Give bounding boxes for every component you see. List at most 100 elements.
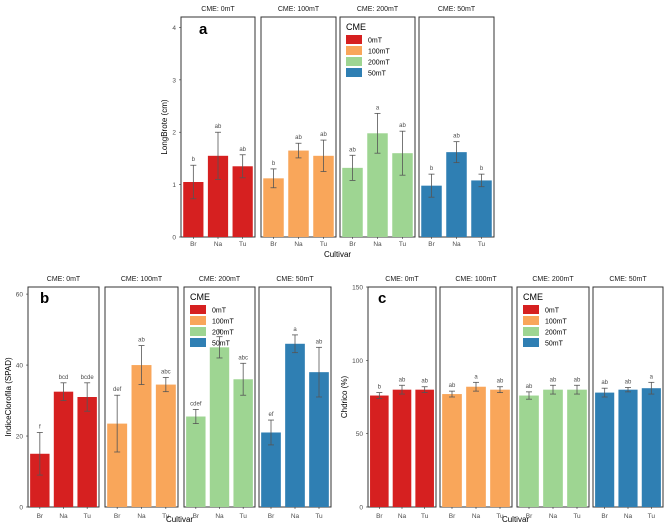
y-tick-label: 100 xyxy=(352,358,363,365)
significance-label: ab xyxy=(601,380,608,386)
y-tick-label: 50 xyxy=(356,431,364,438)
facet-label: CME: 50mT xyxy=(276,276,314,283)
bar-Na xyxy=(466,386,486,507)
x-tick-label: Tu xyxy=(320,241,328,248)
bar-Br xyxy=(30,453,50,507)
significance-label: b xyxy=(378,385,382,391)
legend-swatch-50mT xyxy=(523,338,539,347)
x-tick-label: Na xyxy=(137,513,146,520)
significance-label: ab xyxy=(349,147,356,153)
significance-label: b xyxy=(272,161,276,167)
significance-label: a xyxy=(218,329,222,335)
significance-label: cdef xyxy=(190,401,202,407)
legend-label: 100mT xyxy=(212,319,235,326)
facet-label: CME: 100mT xyxy=(278,6,320,13)
bar-Br xyxy=(421,185,442,237)
legend-swatch-0mT xyxy=(190,305,206,314)
legend-swatch-50mT xyxy=(346,68,362,77)
facet-b-1: CME: 100mT def Br ab Na abc Tu xyxy=(104,276,179,520)
significance-label: abc xyxy=(161,369,171,375)
x-tick-label: Br xyxy=(526,513,533,520)
bar-Br xyxy=(370,395,389,507)
bar-Na xyxy=(392,389,412,507)
x-axis-title: Cultivar xyxy=(166,515,193,524)
x-tick-label: Tu xyxy=(162,513,170,520)
bar-Br xyxy=(263,178,284,237)
y-tick-label: 0 xyxy=(19,505,23,512)
bar-Na xyxy=(618,389,638,507)
facet-a-0: CME: 0mT b Br ab Na ab Tu xyxy=(180,6,256,248)
facet-label: CME: 200mT xyxy=(199,276,241,283)
facet-c-1: CME: 100mT ab Br a Na ab Tu xyxy=(439,276,513,520)
bar-Tu xyxy=(471,180,492,237)
x-tick-label: Tu xyxy=(399,241,407,248)
legend-swatch-100mT xyxy=(190,316,206,325)
y-axis-title: IndiceClorofila (SPAD) xyxy=(4,357,13,437)
facet-label: CME: 200mT xyxy=(532,276,574,283)
bar-Tu xyxy=(77,397,97,507)
bar-Na xyxy=(543,389,563,507)
bar-Na xyxy=(209,347,230,507)
significance-label: ab xyxy=(399,377,406,383)
significance-label: b xyxy=(430,166,434,172)
significance-label: ab xyxy=(421,379,428,385)
bar-Br xyxy=(519,395,539,507)
facet-c-0: CME: 0mT b Br ab Na ab Tu xyxy=(367,276,437,520)
x-tick-label: Tu xyxy=(496,513,504,520)
x-tick-label: Br xyxy=(190,241,197,248)
y-tick-label: 2 xyxy=(172,130,176,137)
x-axis-title: Cultivar xyxy=(324,250,351,259)
x-tick-label: Tu xyxy=(421,513,429,520)
legend-label: 200mT xyxy=(545,330,568,337)
x-tick-label: Br xyxy=(114,513,121,520)
legend-swatch-100mT xyxy=(523,316,539,325)
legend-label: 50mT xyxy=(545,341,564,348)
significance-label: ab xyxy=(574,377,581,383)
significance-label: b xyxy=(192,157,196,163)
legend-label: 50mT xyxy=(368,71,387,78)
x-tick-label: Br xyxy=(428,241,435,248)
significance-label: a xyxy=(650,374,654,380)
x-tick-label: Na xyxy=(549,513,558,520)
bar-Na xyxy=(53,391,74,507)
bar-Tu xyxy=(641,388,661,507)
x-axis-title: Cultivar xyxy=(502,515,529,524)
x-tick-label: Na xyxy=(291,513,300,520)
legend-label: 100mT xyxy=(545,319,568,326)
facet-a-3: CME: 50mT b Br ab Na b Tu xyxy=(418,6,495,248)
legend-label: 100mT xyxy=(368,49,391,56)
significance-label: b xyxy=(480,166,484,172)
legend-title: CME xyxy=(523,292,543,302)
y-axis-title: LongBrote (cm) xyxy=(160,99,169,154)
significance-label: ab xyxy=(316,339,323,345)
facet-label: CME: 200mT xyxy=(357,6,399,13)
x-tick-label: Br xyxy=(601,513,608,520)
facet-b-0: CME: 0mT f Br bcd Na bcde Tu xyxy=(27,276,100,520)
bar-Tu xyxy=(392,153,413,237)
facet-b-2: CME: 200mT cdef Br a Na abc Tu xyxy=(183,276,256,520)
y-tick-label: 20 xyxy=(16,434,24,441)
facet-label: CME: 0mT xyxy=(47,276,81,283)
bar-Tu xyxy=(309,372,329,507)
x-tick-label: Tu xyxy=(83,513,91,520)
significance-label: ab xyxy=(239,147,246,153)
bar-Na xyxy=(285,343,305,507)
bar-Br xyxy=(342,167,363,237)
y-axis-title: Chdrico (%) xyxy=(340,376,349,419)
x-tick-label: Br xyxy=(37,513,44,520)
facet-a-2: CME: 200mT ab Br a Na ab Tu xyxy=(339,6,416,248)
bar-Na xyxy=(207,155,229,237)
facet-label: CME: 50mT xyxy=(609,276,647,283)
significance-label: a xyxy=(376,105,380,111)
significance-label: ab xyxy=(215,124,222,130)
legend-swatch-50mT xyxy=(190,338,206,347)
significance-label: def xyxy=(113,387,122,393)
legend-swatch-0mT xyxy=(346,35,362,44)
x-tick-label: Na xyxy=(373,241,382,248)
x-tick-label: Tu xyxy=(478,241,486,248)
bar-Br xyxy=(183,182,204,237)
x-tick-label: Na xyxy=(214,241,223,248)
